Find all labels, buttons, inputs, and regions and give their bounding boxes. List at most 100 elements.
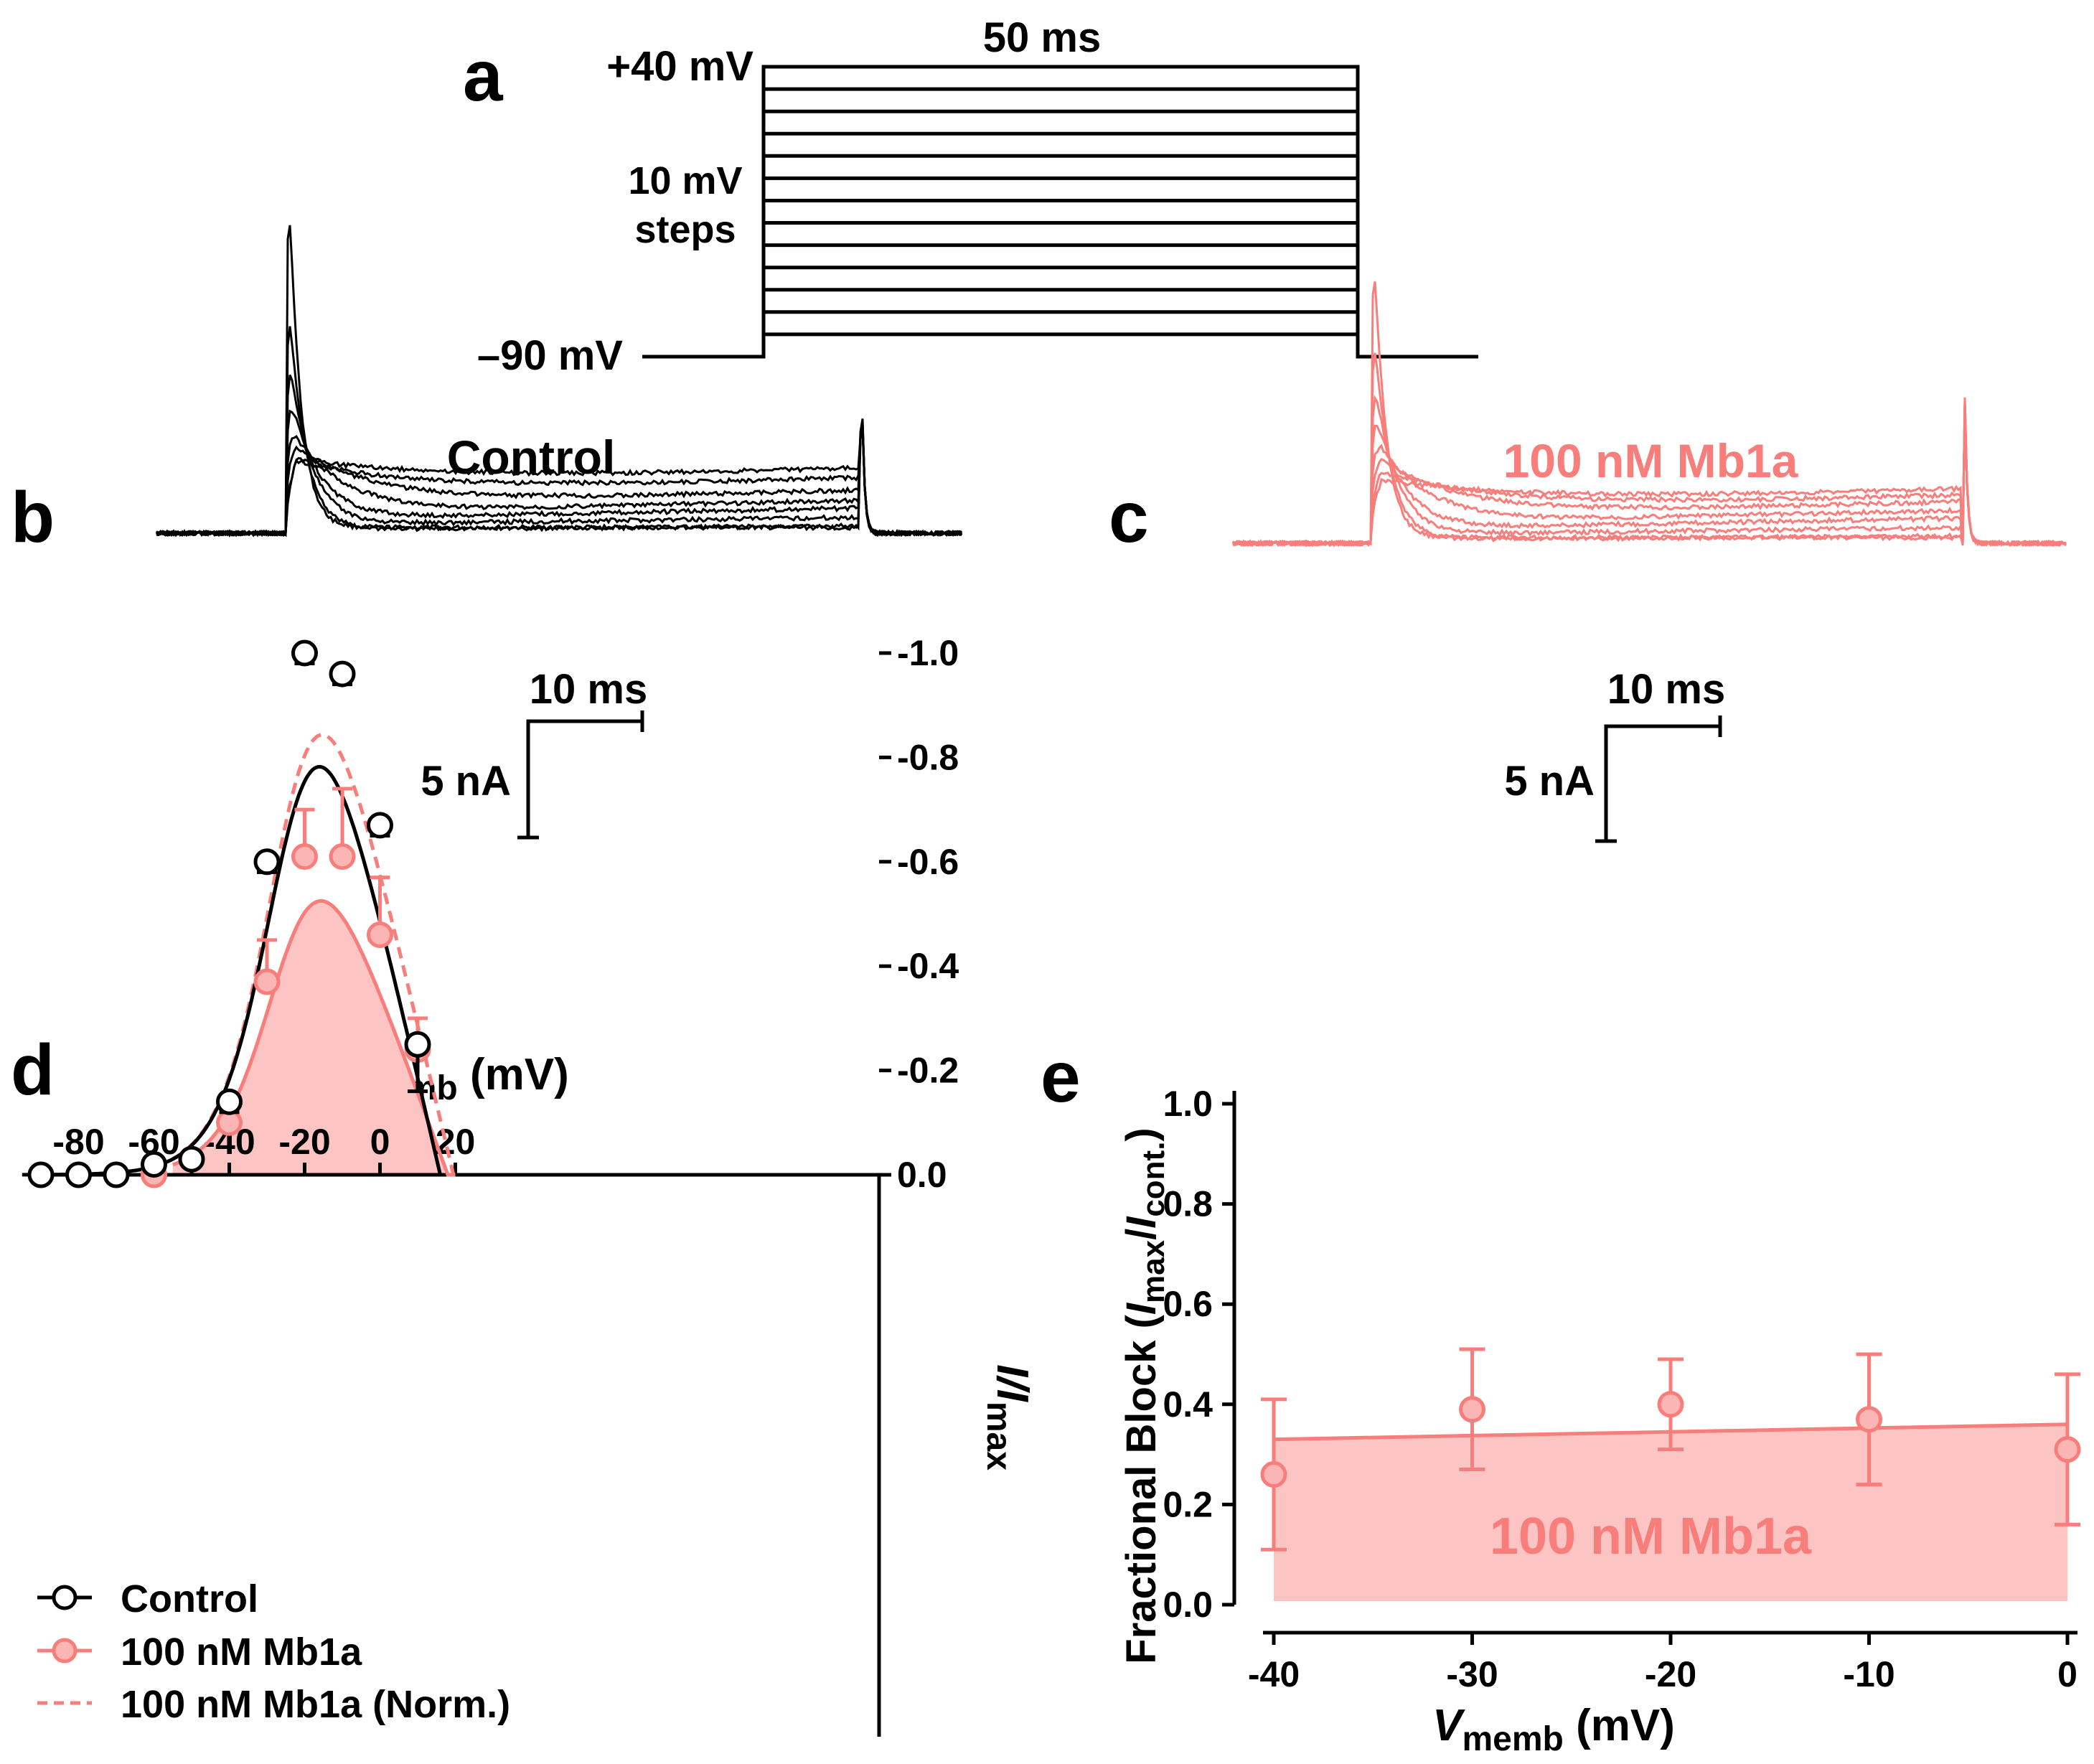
current-trace — [156, 374, 962, 538]
current-trace — [155, 326, 962, 538]
fb-y-label-s1: max — [1136, 1239, 1171, 1303]
fb-y-label-s2: cont. — [1136, 1142, 1171, 1217]
fb-data-point — [1260, 1461, 1287, 1488]
protocol-duration-label: 50 ms — [983, 14, 1101, 61]
control-traces-title: Control — [447, 431, 616, 484]
fb-y-tick-label: 1.0 — [1163, 1084, 1213, 1124]
fb-x-tick-label: 0 — [2057, 1654, 2077, 1694]
control-data-point — [291, 639, 318, 667]
fb-data-point — [1856, 1406, 1882, 1433]
control-data-point — [141, 1150, 167, 1178]
fb-y-tick-label: 0.2 — [1163, 1484, 1213, 1524]
iv-chart: -80 -60 -40 -20 0 200.0-0.2-0.4-0.6-0.8-1.0 — [22, 633, 959, 1737]
control-data-point — [329, 660, 356, 688]
control-data-point — [367, 812, 393, 839]
mb1a-data-point — [329, 843, 356, 871]
panel-b-label: b — [11, 477, 55, 558]
control-data-point — [65, 1161, 92, 1188]
iv-x-tick-label: -20 — [278, 1122, 330, 1162]
control-scale-bar-lines — [517, 710, 644, 840]
mb1a-scale-current-label: 5 nA — [1504, 758, 1595, 804]
current-trace — [156, 423, 963, 538]
control-data-point — [103, 1161, 130, 1188]
fb-y-tick-label: 0.8 — [1163, 1184, 1213, 1224]
iv-x-label-unit: (mV) — [458, 1050, 569, 1099]
panel-d-label: d — [11, 1030, 55, 1110]
fb-x-label-v: V — [1432, 1701, 1465, 1750]
panel-b: b Control 10 ms 5 nA — [11, 225, 963, 840]
mb1a-data-point — [291, 843, 318, 871]
iv-y-label-main: I/I — [987, 1364, 1037, 1402]
fb-x-label-unit: (mV) — [1564, 1701, 1675, 1750]
iv-y-tick-label: -0.6 — [897, 842, 959, 882]
fb-x-tick-label: -30 — [1446, 1654, 1498, 1694]
fb-annotation: 100 nM Mb1a — [1490, 1508, 1812, 1565]
fb-y-tick-label: 0.6 — [1163, 1284, 1213, 1324]
iv-y-tick-label: 0.0 — [897, 1155, 947, 1195]
fb-x-tick-label: -10 — [1843, 1654, 1895, 1694]
panel-a-label: a — [463, 36, 504, 116]
fb-y-tick-label: 0.4 — [1163, 1384, 1213, 1425]
iv-y-tick-label: -1.0 — [897, 633, 959, 673]
protocol-top-voltage-label: +40 mV — [606, 43, 753, 90]
fb-data-point — [1657, 1391, 1684, 1418]
legend-mb1a-label: 100 nM Mb1a — [121, 1631, 362, 1674]
fb-y-label-slash: / — [1118, 1229, 1165, 1240]
fb-x-label-sub: memb — [1462, 1720, 1563, 1758]
fractional-block-chart: 0.0 0.2 0.4 0.6 0.8 1.0 -40 -30 -20 -10 0 — [1163, 1084, 2081, 1694]
fb-x-tick-label: -20 — [1645, 1654, 1696, 1694]
iv-y-axis-label: I/Imax — [980, 1364, 1037, 1470]
panel-e: e 0.0 0.2 0.4 0.6 0.8 1.0 -40 -30 -20 -10 0 100 nM… — [1041, 1037, 2081, 1758]
control-data-point — [27, 1161, 55, 1188]
fb-y-label-pre: Fractional Block ( — [1118, 1314, 1165, 1664]
mb1a-data-point — [367, 921, 393, 949]
current-trace — [156, 225, 963, 538]
control-scale-time-label: 10 ms — [530, 666, 647, 713]
iv-y-tick-label: -0.2 — [897, 1051, 959, 1091]
mb1a-traces-title: 100 nM Mb1a — [1503, 434, 1799, 487]
legend-control-marker — [52, 1585, 78, 1610]
legend-mb1a-marker — [52, 1638, 78, 1664]
panel-c: c 100 nM Mb1a 10 ms 5 nA — [1109, 281, 2067, 843]
control-data-point — [253, 848, 281, 876]
current-trace — [156, 424, 963, 538]
fb-y-axis-label: Fractional Block (Imax/Icont.) — [1118, 1127, 1171, 1664]
iv-y-tick-label: -0.4 — [897, 946, 959, 986]
current-trace — [156, 425, 963, 538]
mb1a-current-traces — [1231, 281, 2067, 548]
iv-legend: Control 100 nM Mb1a 100 nM Mb1a (Norm.) — [37, 1577, 510, 1726]
legend-control-label: Control — [121, 1577, 258, 1620]
iv-x-tick-label: -80 — [52, 1122, 104, 1162]
protocol-holding-label: –90 mV — [477, 332, 623, 379]
control-scale-current-label: 5 nA — [421, 758, 511, 804]
control-data-point — [404, 1031, 431, 1058]
current-trace — [1232, 403, 2067, 548]
fb-data-point — [2054, 1436, 2081, 1463]
panel-a: a 50 ms +40 mV 10 mV steps –90 mV — [463, 14, 1478, 379]
fb-y-tick-label: 0.0 — [1163, 1585, 1213, 1625]
protocol-step-label-1: 10 mV — [628, 159, 742, 202]
fb-x-tick-label: -40 — [1248, 1654, 1300, 1694]
mb1a-scale-time-label: 10 ms — [1607, 666, 1725, 713]
iv-y-label-sub: max — [980, 1402, 1018, 1470]
control-current-traces — [155, 225, 963, 538]
iv-x-tick-label: 0 — [370, 1122, 390, 1162]
control-fit-curve — [22, 764, 444, 1177]
protocol-outline — [642, 65, 1478, 359]
control-data-point — [216, 1088, 243, 1115]
mb1a-scale-bar-lines — [1595, 716, 1722, 843]
current-trace — [156, 409, 962, 538]
mb1a-data-point — [253, 968, 281, 995]
fb-data-point — [1459, 1396, 1485, 1423]
panel-e-label: e — [1041, 1037, 1081, 1117]
fb-x-axis-label: Vmemb (mV) — [1432, 1701, 1675, 1758]
mb1a-scale-bar — [1595, 716, 1722, 843]
fb-y-label-i2: I — [1118, 1216, 1165, 1229]
control-scale-bar — [517, 710, 644, 840]
panel-c-label: c — [1109, 477, 1149, 558]
fb-y-label-post: ) — [1118, 1127, 1165, 1141]
legend-norm-label: 100 nM Mb1a (Norm.) — [121, 1683, 510, 1726]
protocol-steps — [642, 65, 1478, 359]
iv-y-tick-label: -0.8 — [897, 737, 959, 777]
